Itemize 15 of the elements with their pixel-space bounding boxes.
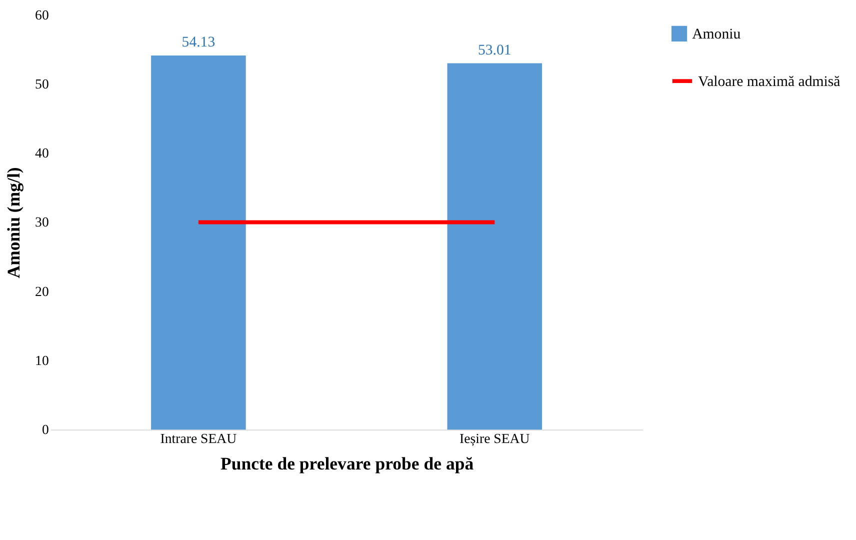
data-label: 53.01 [478, 42, 512, 58]
x-tick-label: Intrare SEAU [160, 430, 237, 446]
y-tick-label: 30 [35, 214, 49, 230]
y-tick-label: 40 [35, 146, 49, 161]
y-tick-label: 60 [35, 7, 49, 22]
data-label: 54.13 [182, 34, 216, 51]
y-tick-label: 10 [35, 352, 49, 368]
y-tick-label: 50 [35, 76, 49, 92]
legend-label: Valoare maximă admisă [698, 74, 841, 90]
y-tick-label: 20 [35, 284, 49, 299]
x-tick-label: Ieșire SEAU [460, 430, 530, 446]
y-axis-title: Amoniu (mg/l) [3, 167, 24, 278]
legend-label: Amoniu [692, 26, 742, 43]
x-axis-title: Puncte de prelevare probe de apă [220, 454, 474, 474]
y-tick-label: 0 [42, 422, 49, 438]
